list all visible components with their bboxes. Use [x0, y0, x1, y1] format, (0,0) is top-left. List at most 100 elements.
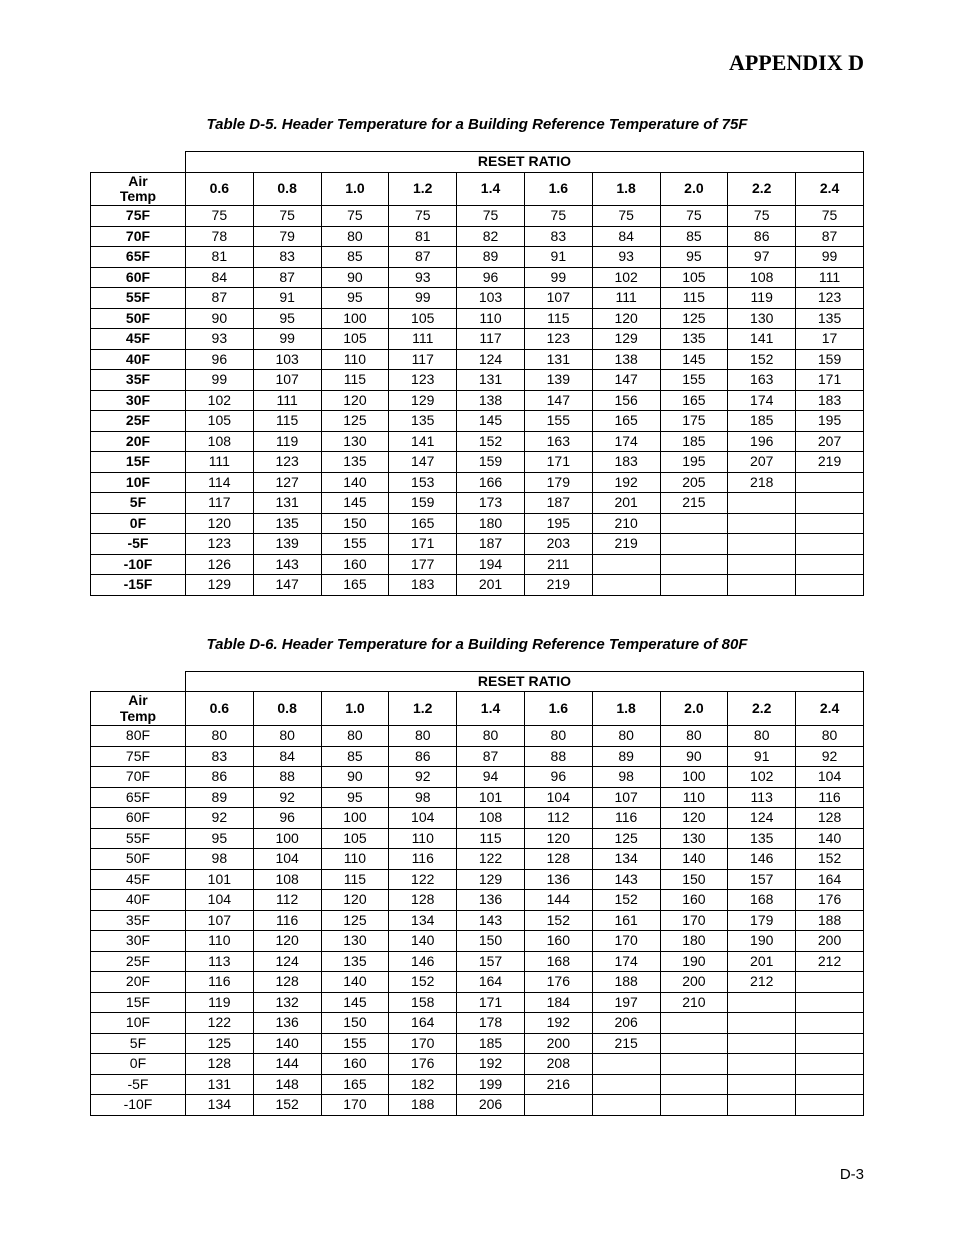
- table-d6-cell: 132: [253, 992, 321, 1013]
- table-d5-cell: 120: [321, 390, 389, 411]
- table-d6-cell: 80: [389, 726, 457, 747]
- table-d5-cell: [660, 513, 728, 534]
- table-d5-cell: 123: [389, 370, 457, 391]
- table-d6-cell: 184: [524, 992, 592, 1013]
- table-d5-row-label: 45F: [91, 329, 186, 350]
- table-d5-cell: [796, 513, 864, 534]
- table-d6-cell: 160: [524, 931, 592, 952]
- table-d5-cell: 171: [524, 452, 592, 473]
- table-d5-cell: 218: [728, 472, 796, 493]
- table-d5-cell: 129: [185, 575, 253, 596]
- table-d5-cell: 84: [592, 226, 660, 247]
- table-d5-cell: 152: [457, 431, 525, 452]
- table-d6-cell: 197: [592, 992, 660, 1013]
- table-d5-cell: 115: [660, 288, 728, 309]
- table-d6-cell: 146: [728, 849, 796, 870]
- table-d6-cell: 85: [321, 746, 389, 767]
- table-d6-cell: [660, 1095, 728, 1116]
- table-d5-cell: 139: [253, 534, 321, 555]
- table-d6-cell: 80: [660, 726, 728, 747]
- table-d6-cell: 96: [524, 767, 592, 788]
- table-d6-cell: 102: [728, 767, 796, 788]
- table-d5-cell: 138: [457, 390, 525, 411]
- table-d5-cell: 93: [389, 267, 457, 288]
- table-d6-cell: 210: [660, 992, 728, 1013]
- table-d6-cell: 200: [524, 1033, 592, 1054]
- table-d5-cell: 123: [185, 534, 253, 555]
- table-d5-cell: 84: [185, 267, 253, 288]
- table-d5-cell: 79: [253, 226, 321, 247]
- table-d6-cell: 83: [185, 746, 253, 767]
- table-d6-cell: 120: [524, 828, 592, 849]
- table-d5-cell: 147: [253, 575, 321, 596]
- table-d6-cell: 134: [185, 1095, 253, 1116]
- table-d6-cell: 215: [592, 1033, 660, 1054]
- table-d6-cell: 100: [253, 828, 321, 849]
- table-d6-cell: 128: [389, 890, 457, 911]
- table-d6-cell: 185: [457, 1033, 525, 1054]
- table-d6-cell: 164: [389, 1013, 457, 1034]
- table-d6-cell: [728, 1013, 796, 1034]
- table-d5-group-header: RESET RATIO: [185, 152, 863, 173]
- table-d6-cell: 90: [660, 746, 728, 767]
- table-d5-cell: 179: [524, 472, 592, 493]
- table-d5-row-label: 35F: [91, 370, 186, 391]
- table-d5-cell: 123: [253, 452, 321, 473]
- table-d6-cell: 105: [321, 828, 389, 849]
- table-d5-row-label: 65F: [91, 247, 186, 268]
- table-d6-cell: 140: [389, 931, 457, 952]
- table-d5-cell: 150: [321, 513, 389, 534]
- table-d6-cell: 160: [660, 890, 728, 911]
- table-d6-col-header: 1.2: [389, 692, 457, 726]
- table-d6-cell: 86: [185, 767, 253, 788]
- table-d6-cell: 104: [524, 787, 592, 808]
- table-d5-cell: 145: [321, 493, 389, 514]
- table-d6-cell: 80: [321, 726, 389, 747]
- table-d5-cell: 93: [592, 247, 660, 268]
- table-d6-cell: 212: [728, 972, 796, 993]
- table-d6-cell: [728, 1074, 796, 1095]
- table-d5-cell: [728, 493, 796, 514]
- table-d5-cell: 119: [253, 431, 321, 452]
- table-d5-row-label: 5F: [91, 493, 186, 514]
- table-d5-cell: 102: [592, 267, 660, 288]
- table-d6-cell: 110: [321, 849, 389, 870]
- table-d6: RESET RATIOAirTemp0.60.81.01.21.41.61.82…: [90, 671, 864, 1116]
- table-d6-cell: 152: [389, 972, 457, 993]
- table-d5-cell: 187: [457, 534, 525, 555]
- table-d6-cell: 201: [728, 951, 796, 972]
- table-d6-row-label: 50F: [91, 849, 186, 870]
- table-d6-cell: 95: [185, 828, 253, 849]
- table-d5-cell: 120: [592, 308, 660, 329]
- table-d5-cell: 129: [389, 390, 457, 411]
- table-d6-cell: 143: [592, 869, 660, 890]
- table-d6-cell: [660, 1013, 728, 1034]
- page-number: D-3: [90, 1166, 864, 1183]
- table-d6-cell: 182: [389, 1074, 457, 1095]
- table-d6-cell: [796, 1095, 864, 1116]
- table-d6-caption: Table D-6. Header Temperature for a Buil…: [90, 636, 864, 653]
- table-d5-cell: 75: [389, 206, 457, 227]
- table-d5-cell: [728, 575, 796, 596]
- table-d6-row-label: 45F: [91, 869, 186, 890]
- table-d5-cell: 117: [389, 349, 457, 370]
- table-d5-cell: 159: [457, 452, 525, 473]
- table-d6-cell: 152: [253, 1095, 321, 1116]
- table-d5-cell: 173: [457, 493, 525, 514]
- table-d6-cell: 84: [253, 746, 321, 767]
- table-d5-cell: 219: [796, 452, 864, 473]
- table-d6-cell: 188: [592, 972, 660, 993]
- table-d6-cell: 116: [185, 972, 253, 993]
- table-d5-cell: 87: [796, 226, 864, 247]
- table-d6-row-label: 80F: [91, 726, 186, 747]
- table-d5-row-label: 60F: [91, 267, 186, 288]
- table-d5-cell: 165: [592, 411, 660, 432]
- table-d5-cell: 203: [524, 534, 592, 555]
- table-d5-cell: 129: [592, 329, 660, 350]
- table-d6-col-header: 0.6: [185, 692, 253, 726]
- table-d5-cell: 105: [185, 411, 253, 432]
- table-d5-cell: 123: [524, 329, 592, 350]
- table-d5-caption: Table D-5. Header Temperature for a Buil…: [90, 116, 864, 133]
- table-d6-cell: 128: [796, 808, 864, 829]
- table-d5-cell: 83: [524, 226, 592, 247]
